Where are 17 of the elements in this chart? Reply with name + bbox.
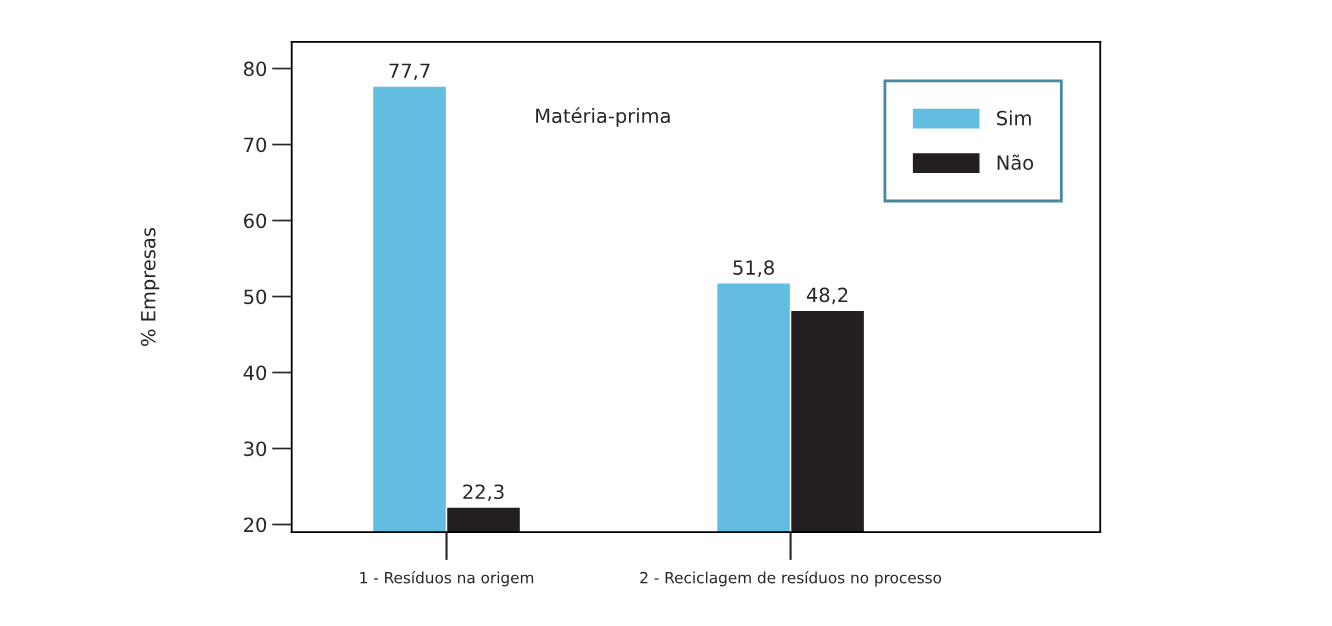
y-tick-label: 70 xyxy=(244,137,267,153)
legend-label: Sim xyxy=(997,110,1031,126)
annotation: Matéria-prima xyxy=(536,107,670,127)
legend-label: Não xyxy=(997,154,1034,170)
y-tick-label: 40 xyxy=(243,365,267,381)
data-label: 51,8 xyxy=(733,260,774,277)
y-tick-label: 80 xyxy=(243,61,267,77)
y-tick-label: 50 xyxy=(244,289,267,305)
x-tick-label: 1 - Resíduos na origem xyxy=(360,570,534,587)
data-label: 22,3 xyxy=(463,484,504,502)
y-tick-label: 60 xyxy=(244,213,267,229)
data-label: 48,2 xyxy=(806,287,848,305)
data-label: 77,7 xyxy=(389,63,430,81)
y-axis-title: % Empresas xyxy=(140,228,160,346)
x-tick-label: 2 - Reciclagem de resíduos no processo xyxy=(640,570,942,587)
y-tick-label: 20 xyxy=(244,517,267,533)
y-tick-label: 30 xyxy=(244,441,267,457)
